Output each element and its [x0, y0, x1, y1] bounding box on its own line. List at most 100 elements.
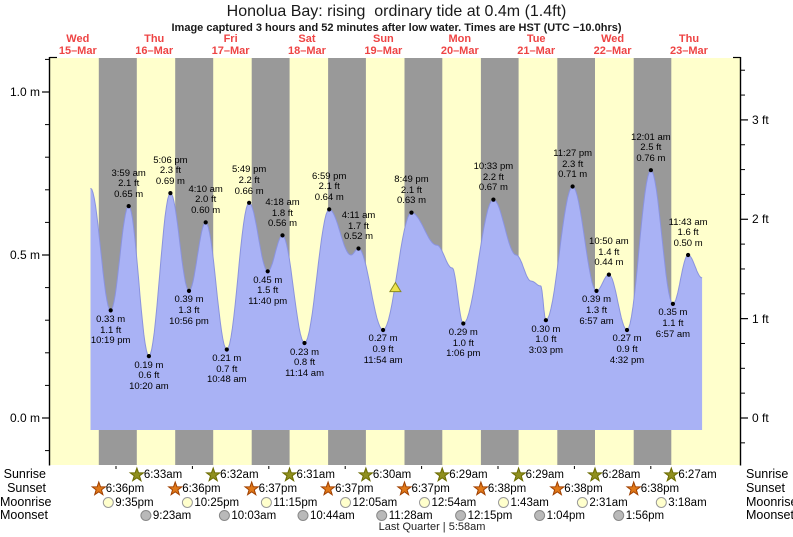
y-axis-label-ft: 2 ft: [752, 212, 769, 227]
moonrise-icon: [655, 497, 667, 508]
tide-high-annotation: 4:10 am 2.0 ft 0.60 m: [188, 183, 223, 217]
tide-low-annotation: 0.19 m 0.6 ft 10:20 am: [129, 359, 169, 392]
tide-low-annotation: 0.21 m 0.7 ft 10:48 am: [206, 353, 247, 386]
astro-row-label-right: Sunset: [746, 481, 785, 495]
sunset-star-icon: [243, 480, 260, 496]
sunrise-time: 6:29am: [525, 469, 564, 481]
tide-low-annotation: 0.39 m 1.3 ft 6:57 am: [579, 294, 614, 327]
sunrise-time: 6:33am: [143, 469, 183, 481]
sunrise-time: 6:27am: [678, 469, 717, 481]
moonrise-icon: [340, 497, 351, 508]
moonset-time: 10:44am: [309, 509, 355, 522]
tide-event-dot: [302, 340, 307, 346]
moonset-time: 1:56pm: [625, 509, 665, 522]
sunrise-time: 6:31am: [296, 469, 335, 481]
y-axis-label-ft: 3 ft: [752, 112, 769, 127]
sunset-star-icon: [472, 480, 490, 496]
sunrise-star-icon: [586, 466, 604, 482]
astro-row-label-left: Moonrise: [0, 494, 52, 509]
astro-row-label-left: Sunrise: [3, 467, 46, 481]
sunrise-star-icon: [128, 466, 145, 482]
moonset-icon: [534, 510, 546, 521]
tide-event-dot: [648, 168, 654, 173]
sunset-star-icon: [549, 480, 566, 496]
astro-row-label-right: Moonset: [746, 507, 793, 522]
tide-event-dot: [203, 220, 208, 225]
tide-event-dot: [168, 191, 173, 196]
sunrise-star-icon: [663, 466, 680, 482]
day-header: Wed 15–Mar: [58, 33, 97, 57]
astro-row-label-left: Sunset: [7, 481, 46, 495]
day-header: Wed 22–Mar: [593, 33, 632, 57]
tide-high-annotation: 11:43 am 1.6 ft 0.50 m: [668, 216, 708, 249]
sunset-time: 6:37pm: [411, 483, 450, 495]
sunset-time: 6:36pm: [182, 483, 221, 495]
tide-area: [90, 170, 703, 430]
day-header: Sun 19–Mar: [364, 33, 403, 57]
sunrise-star-icon: [434, 466, 451, 482]
tide-low-annotation: 0.27 m 0.9 ft 11:54 am: [363, 333, 403, 366]
tide-low-annotation: 0.23 m 0.8 ft 11:14 am: [285, 346, 324, 379]
tide-high-annotation: 3:59 am 2.1 ft 0.65 m: [111, 167, 146, 200]
tide-high-annotation: 4:18 am 1.8 ft 0.56 m: [265, 196, 300, 230]
page-title: Honolua Bay: rising ordinary tide at 0.4…: [226, 3, 567, 20]
tide-event-dot: [126, 204, 131, 209]
tide-event-dot: [594, 288, 599, 293]
sunrise-time: 6:29am: [449, 469, 488, 481]
moonrise-icon: [181, 497, 193, 508]
tide-low-annotation: 0.33 m 1.1 ft 10:19 pm: [90, 313, 131, 347]
moonset-time: 1:04pm: [546, 509, 585, 522]
moonrise-icon: [260, 497, 272, 508]
moonrise-time: 11:15pm: [273, 496, 318, 509]
tide-low-annotation: 0.27 m 0.9 ft 4:32 pm: [609, 333, 645, 366]
current-tide-marker: [389, 281, 402, 293]
tide-event-dot: [146, 354, 151, 359]
moonrise-time: 3:18am: [668, 496, 707, 509]
moonrise-icon: [498, 497, 509, 508]
tide-high-annotation: 12:01 am 2.5 ft 0.76 m: [631, 131, 671, 164]
tide-high-annotation: 10:50 am 1.4 ft 0.44 m: [589, 236, 629, 269]
day-header: Thu 16–Mar: [135, 33, 174, 57]
tide-event-dot: [409, 210, 414, 215]
sunset-star-icon: [625, 480, 642, 496]
moonset-icon: [297, 510, 309, 521]
sunset-star-icon: [319, 480, 337, 496]
sunset-time: 6:37pm: [258, 483, 298, 495]
moonset-time: 11:28am: [388, 509, 433, 522]
tide-event-dot: [686, 252, 691, 258]
moon-phase-label: Last Quarter | 5:58am: [378, 521, 486, 533]
sunset-star-icon: [167, 480, 184, 496]
moonset-time: 10:03am: [231, 509, 277, 522]
day-header: Sat 18–Mar: [288, 33, 326, 57]
tide-low-annotation: 0.45 m 1.5 ft 11:40 pm: [248, 274, 288, 307]
sunset-time: 6:37pm: [335, 483, 374, 495]
moonrise-time: 2:31am: [589, 496, 628, 509]
tide-event-dot: [265, 269, 270, 274]
moonrise-time: 12:05am: [352, 496, 398, 509]
astro-row-label-left: Moonset: [0, 507, 48, 522]
y-axis-label-m: 0.5 m: [9, 248, 40, 262]
sunset-time: 6:38pm: [564, 483, 603, 495]
tide-event-dot: [356, 246, 361, 251]
moonset-icon: [218, 510, 230, 521]
tide-event-dot: [224, 347, 229, 352]
sunset-time: 6:38pm: [487, 483, 527, 495]
tide-event-dot: [624, 327, 630, 333]
tide-high-annotation: 6:59 pm 2.1 ft 0.64 m: [312, 170, 347, 204]
moonset-time: 9:23am: [152, 509, 192, 522]
sunrise-time: 6:28am: [601, 469, 641, 481]
moonset-icon: [376, 510, 388, 521]
tide-low-annotation: 0.29 m 1.0 ft 1:06 pm: [446, 326, 481, 360]
sunset-time: 6:38pm: [640, 483, 680, 495]
tide-low-annotation: 0.30 m 1.0 ft 3:03 pm: [528, 323, 564, 356]
day-header: Thu 23–Mar: [670, 33, 708, 57]
tide-event-dot: [108, 308, 113, 313]
tide-event-dot: [280, 233, 285, 238]
sunrise-star-icon: [510, 466, 527, 482]
sunset-star-icon: [396, 480, 413, 496]
tide-event-dot: [186, 288, 192, 293]
tide-high-annotation: 5:49 pm 2.2 ft 0.66 m: [231, 164, 267, 197]
moonrise-time: 12:54am: [431, 496, 477, 509]
tide-high-annotation: 10:33 pm 2.2 ft 0.67 m: [473, 161, 514, 194]
